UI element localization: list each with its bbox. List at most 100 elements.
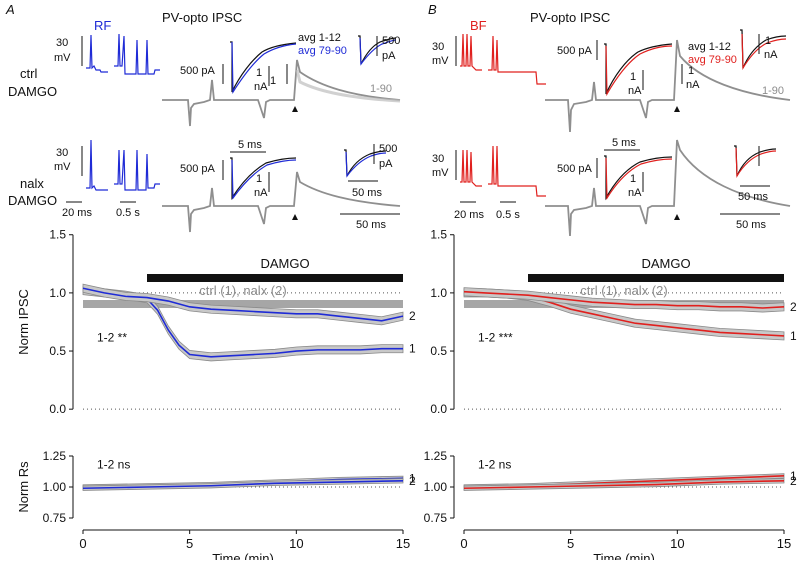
y-tick-label: 0.5: [49, 344, 66, 358]
b-r1-na-c: nA: [686, 79, 700, 91]
b-r1-mv-unit: mV: [432, 55, 449, 67]
stat-annotation: 1-2 **: [97, 331, 127, 345]
a-r2-20ms: 20 ms: [62, 207, 92, 219]
condition-bar: [83, 300, 403, 308]
b-r1-mv-value: 30: [432, 41, 444, 53]
damgo-label: DAMGO: [641, 256, 690, 271]
panel-a-title: PV-opto IPSC: [162, 10, 242, 25]
y-tick-label: 0.75: [424, 511, 448, 525]
damgo-label: DAMGO: [260, 256, 309, 271]
b-r1-1b: 1: [765, 35, 771, 47]
a-r2-voltage-trace-long: [114, 149, 160, 191]
damgo-bar: [147, 274, 403, 282]
a-r1-voltage-trace-short: [86, 34, 108, 73]
x-tick-label: 5: [186, 536, 193, 551]
y-tick-label: 0.75: [43, 511, 67, 525]
b-r1-sweeps: 1-90: [762, 85, 784, 97]
a-r1-inset-avg1: [230, 41, 297, 93]
a-r2-voltage-trace-short: [86, 139, 108, 191]
b-legend-2: avg 79-90: [688, 54, 737, 66]
series-2-line: [463, 480, 785, 490]
a-r2-mv-unit: mV: [54, 161, 71, 173]
a-r2-1: 1: [256, 173, 262, 185]
a-r2-na: nA: [254, 187, 268, 199]
series-2-line: [463, 290, 785, 309]
a-legend-1: avg 1-12: [298, 32, 341, 44]
panel-b-letter: B: [428, 2, 437, 17]
a-r2-500pa: 500 pA: [180, 163, 216, 175]
row1-label-b: DAMGO: [8, 84, 57, 99]
a-r2-pa: pA: [379, 158, 393, 170]
series-1-label: 1: [409, 342, 416, 356]
y-tick-label: 1.0: [49, 286, 66, 300]
series-2-label: 2: [790, 474, 797, 488]
a-r1-1: 1: [256, 67, 262, 79]
b-r1-voltage-trace-short: [460, 33, 482, 71]
b-r2-ipsc-trace: [545, 139, 791, 237]
a-r1-mv-unit: mV: [54, 52, 71, 64]
a-r2-5ms: 5 ms: [238, 139, 262, 151]
y-tick-label: 0.5: [430, 344, 447, 358]
b-r2-inset-2: [605, 157, 673, 201]
y-tick-label: 1.5: [49, 228, 66, 242]
a-r1-voltage-trace-long: [114, 33, 160, 75]
series-1-band: [463, 288, 785, 341]
y-axis-label: Norm IPSC: [16, 289, 31, 355]
x-tick-label: 15: [777, 536, 791, 551]
y-tick-label: 1.25: [424, 449, 448, 463]
chart-b-norm-ipsc: 0.0 0.5 1.0 1.5 DAMGO ctrl (1), nalx (2) 1 2 1-2…: [430, 228, 797, 416]
x-axis-label: Time (min): [212, 551, 274, 560]
a-r1-mv-value: 30: [56, 37, 68, 49]
b-r2-5ms: 5 ms: [612, 137, 636, 149]
a-r2-inset-2: [231, 159, 297, 200]
a-r2-ipsc-trace: [162, 171, 401, 233]
a-r1-1b: 1: [270, 75, 276, 87]
b-r2-500pa: 500 pA: [557, 163, 593, 175]
x-tick-label: 10: [289, 536, 303, 551]
b-r2-inset: [604, 155, 673, 201]
chart-b-norm-rs: 0.75 1.00 1.25 12 1-2 ns 0 5 10 15 Time (min): [424, 449, 797, 565]
a-r1-inset-avg2: [231, 41, 297, 94]
series-2-line: [82, 287, 404, 322]
panel-a-cell-label: RF: [94, 18, 111, 33]
row1-label-a: ctrl: [20, 66, 37, 81]
b-r2-50ms: 50 ms: [736, 219, 766, 231]
y-tick-label: 1.0: [430, 286, 447, 300]
b-r2-05s: 0.5 s: [496, 209, 520, 221]
y-tick-label: 0.0: [49, 402, 66, 416]
x-tick-label: 15: [396, 536, 410, 551]
series-2-label: 2: [409, 309, 416, 323]
a-r2-50ms: 50 ms: [356, 219, 386, 231]
panel-a-traces: A PV-opto IPSC RF ctrl DAMGO nalx DAMGO …: [5, 2, 401, 233]
b-r1-1: 1: [630, 71, 636, 83]
x-tick-label: 0: [460, 536, 467, 551]
b-r2-small-inset-2: [735, 147, 777, 179]
a-r1-500: 500: [382, 35, 400, 47]
series-1-label: 1: [409, 471, 416, 485]
a-r1-ipsc-trace-2: [295, 69, 401, 103]
panel-b-title: PV-opto IPSC: [530, 10, 610, 25]
series-2-label: 2: [790, 300, 797, 314]
a-r1-500pa: 500 pA: [180, 65, 216, 77]
x-tick-label: 10: [670, 536, 684, 551]
panel-b-traces: B PV-opto IPSC BF 30 mV 500 pA 1 nA avg …: [428, 2, 791, 237]
a-r1-na: nA: [254, 81, 268, 93]
a-r2-stim-marker: [292, 214, 298, 220]
b-r1-na: nA: [628, 85, 642, 97]
b-r1-small-inset-2: [741, 33, 787, 71]
a-r1-small-inset-2: [359, 37, 397, 66]
a-r1-ipsc-trace: [162, 59, 401, 127]
y-tick-label: 1.25: [43, 449, 67, 463]
b-r1-ipsc-trace: [545, 39, 791, 133]
b-r2-mv-value: 30: [432, 153, 444, 165]
x-axis-label: Time (min): [593, 551, 655, 560]
b-r2-voltage-trace-long: [488, 145, 546, 197]
a-r2-inset: [230, 157, 297, 201]
y-tick-label: 1.00: [424, 480, 448, 494]
x-tick-label: 5: [567, 536, 574, 551]
b-r1-1c: 1: [688, 65, 694, 77]
chart-a-norm-rs: 0.75 1.00 1.25 Norm Rs 12 1-2 ns 0 5 10 15 Time (m…: [16, 449, 416, 565]
row2-label-b: DAMGO: [8, 193, 57, 208]
series-1-label: 1: [790, 469, 797, 483]
x-tick-label: 0: [79, 536, 86, 551]
